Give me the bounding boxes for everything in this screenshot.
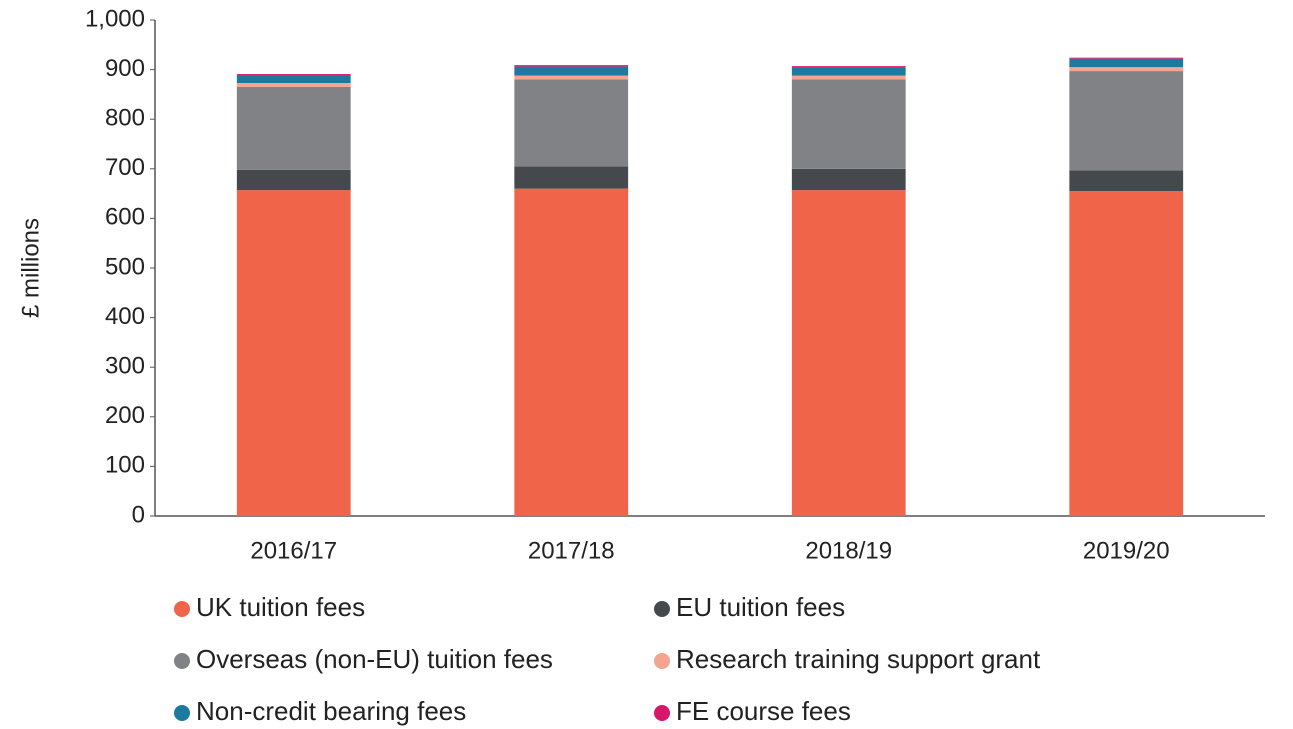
x-tick-label: 2016/17 <box>250 537 337 564</box>
bar-segment <box>236 75 351 83</box>
bar-segment <box>236 82 351 87</box>
y-tick-label: 100 <box>105 452 145 479</box>
legend-label: Research training support grant <box>676 644 1041 674</box>
bar-segment <box>236 86 351 170</box>
bar-segment <box>514 75 629 80</box>
bar-segment <box>1069 57 1184 59</box>
y-tick-label: 900 <box>105 55 145 82</box>
bar-segment <box>236 169 351 191</box>
y-axis-label: £ millions <box>17 218 44 318</box>
y-tick-label: 200 <box>105 402 145 429</box>
bar-segment <box>236 74 351 76</box>
bar-segment <box>236 190 351 517</box>
bar-segment <box>1069 58 1184 68</box>
x-tick-label: 2019/20 <box>1083 537 1170 564</box>
legend-swatch <box>174 705 190 721</box>
bar-segment <box>791 75 906 80</box>
y-tick-label: 700 <box>105 154 145 181</box>
y-tick-label: 300 <box>105 353 145 380</box>
legend-swatch <box>174 601 190 617</box>
bar-segment <box>791 67 906 76</box>
bar-segment <box>1069 71 1184 171</box>
bar-segment <box>791 190 906 517</box>
y-tick-label: 600 <box>105 204 145 231</box>
legend-label: Non-credit bearing fees <box>196 696 466 726</box>
bar-segment <box>1069 170 1184 192</box>
x-tick-label: 2017/18 <box>528 537 615 564</box>
y-tick-label: 500 <box>105 253 145 280</box>
bar-segment <box>1069 67 1184 72</box>
y-tick-label: 800 <box>105 105 145 132</box>
y-tick-label: 1,000 <box>85 5 145 32</box>
bar-segment <box>514 79 629 167</box>
y-tick-label: 400 <box>105 303 145 330</box>
legend-label: FE course fees <box>676 696 851 726</box>
bar-segment <box>1069 191 1184 516</box>
bar-segment <box>514 188 629 516</box>
legend-swatch <box>174 653 190 669</box>
bar-segment <box>514 65 629 67</box>
legend-swatch <box>654 601 670 617</box>
bar-segment <box>791 79 906 169</box>
bar-segment <box>791 168 906 191</box>
y-tick-label: 0 <box>132 501 145 528</box>
bar-segment <box>514 66 629 76</box>
bar-segment <box>791 66 906 68</box>
legend-swatch <box>654 705 670 721</box>
legend-label: EU tuition fees <box>676 592 845 622</box>
legend-label: UK tuition fees <box>196 592 365 622</box>
legend-label: Overseas (non-EU) tuition fees <box>196 644 553 674</box>
bar-segment <box>514 166 629 189</box>
x-tick-label: 2018/19 <box>805 537 892 564</box>
legend-swatch <box>654 653 670 669</box>
